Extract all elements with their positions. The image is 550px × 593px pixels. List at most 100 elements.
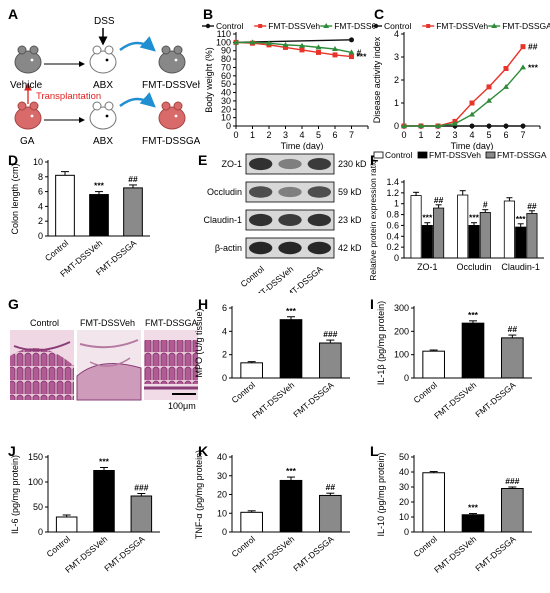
y-tick-label: 3 <box>394 52 399 62</box>
y-tick-label: 1 <box>394 98 399 108</box>
y-tick-label: 1.2 <box>386 188 399 198</box>
significance-label: *** <box>286 306 297 316</box>
x-tick-label: FMT-DSSVeh <box>250 380 296 421</box>
x-tick-label: 4 <box>299 130 304 140</box>
y-tick-label: 6 <box>38 187 43 197</box>
significance-label: *** <box>357 52 368 62</box>
legend-label: Control <box>385 150 413 160</box>
blot-band <box>307 241 331 255</box>
significance-label: ## <box>527 201 537 211</box>
bar <box>55 516 78 533</box>
significance-label: *** <box>99 457 110 467</box>
tnfa-chart: 0 10 20 30 40 TNF-α (pg/mg protein) Control ***… <box>194 450 350 575</box>
il10-chart: 0 10 20 30 40 50 IL-10 (pg/mg protein) Control *… <box>376 452 532 575</box>
data-point <box>316 49 321 55</box>
x-tick-label: Occludin <box>456 262 491 272</box>
x-tick-label: 5 <box>316 130 321 140</box>
data-point <box>401 123 407 128</box>
x-tick-label: 6 <box>503 130 508 140</box>
y-tick-label: 2 <box>38 216 43 226</box>
y-tick-label: 0 <box>222 373 227 383</box>
panel-letter-d: D <box>8 152 19 168</box>
data-point <box>348 49 355 55</box>
blot-band <box>249 186 273 198</box>
band-size-label: 230 kD <box>338 159 367 169</box>
data-point <box>503 66 509 71</box>
y-tick-label: 300 <box>394 303 409 313</box>
bar <box>279 319 303 379</box>
vehicle-label: Vehicle <box>10 80 43 91</box>
bar <box>279 479 303 533</box>
panel-letter-i: I <box>370 296 374 312</box>
y-tick-label: 100 <box>394 350 409 360</box>
y-axis-label: Body weight (%) <box>204 47 214 113</box>
legend-marker <box>373 23 379 29</box>
data-point <box>469 100 475 106</box>
y-tick-label: 0 <box>394 253 399 263</box>
transfer-arrow <box>119 36 156 52</box>
panel-letter-e: E <box>198 152 208 168</box>
histology-images: Control FMT-DSSVeh FMT-DSSGA 100μm <box>10 318 198 411</box>
data-point <box>486 97 492 103</box>
fmt-dssveh-label: FMT-DSSVeh <box>142 80 200 91</box>
data-point <box>418 123 424 128</box>
significance-label: *** <box>422 213 433 223</box>
x-tick-label: Claudin-1 <box>501 262 540 272</box>
y-axis-label: IL-6 (pg/mg protein) <box>10 455 20 534</box>
y-tick-label: 10 <box>33 157 43 167</box>
y-tick-label: 6 <box>222 303 227 313</box>
protein-expression-chart: 00.20.40.60.811.21.4 Relative protein exp… <box>368 150 547 281</box>
data-point <box>503 123 509 129</box>
bar <box>501 337 524 379</box>
panel-letter-c: C <box>374 6 385 22</box>
x-tick-label: FMT-DSSVeh <box>432 380 478 421</box>
legend-label: FMT-DSSVeh <box>429 150 481 160</box>
legend-swatch <box>485 151 496 159</box>
ga-label: GA <box>20 136 35 147</box>
y-tick-label: 10 <box>217 508 227 518</box>
significance-label: ## <box>434 195 444 205</box>
blot-membrane <box>245 153 335 175</box>
data-point <box>283 44 288 50</box>
mouse-icon <box>14 45 42 74</box>
histology-label: FMT-DSSVeh <box>80 318 135 328</box>
legend-label: Control <box>384 21 412 31</box>
blot-band <box>307 158 331 170</box>
legend-marker <box>491 23 498 28</box>
histology-label: Control <box>30 318 59 328</box>
significance-label: ## <box>528 42 538 52</box>
x-tick-label: Control <box>412 380 440 405</box>
x-tick-label: Control <box>230 380 258 405</box>
bar <box>93 470 115 533</box>
significance-label: *** <box>516 214 527 224</box>
mouse-icon <box>89 45 117 74</box>
blot-membrane <box>245 181 335 203</box>
data-point <box>233 39 239 45</box>
blot-band <box>278 241 302 255</box>
y-tick-label: 100 <box>28 477 43 487</box>
y-tick-label: 0 <box>404 527 409 537</box>
bar <box>319 342 342 379</box>
western-blot: ZO-1 230 kD Occludin 59 kD Claudin-1 23 kD β-a… <box>203 153 367 293</box>
y-tick-label: 30 <box>221 96 231 106</box>
histology-image-control <box>10 330 74 400</box>
data-point <box>332 52 338 58</box>
significance-label: ### <box>323 329 337 339</box>
y-tick-label: 40 <box>217 452 227 462</box>
bar <box>515 226 527 259</box>
bar <box>55 174 75 237</box>
y-tick-label: 2 <box>222 350 227 360</box>
x-tick-label: 0 <box>401 130 406 140</box>
histology-image-dssveh <box>76 330 142 401</box>
data-point <box>486 84 492 90</box>
legend-marker <box>205 23 211 29</box>
legend-marker <box>426 24 431 28</box>
data-point <box>349 37 354 43</box>
bar <box>461 514 485 533</box>
dss-label: DSS <box>94 16 115 27</box>
x-axis-label: Time (day) <box>451 141 494 150</box>
bar <box>240 362 263 379</box>
data-point <box>266 40 272 46</box>
protein-label: β-actin <box>215 243 242 253</box>
